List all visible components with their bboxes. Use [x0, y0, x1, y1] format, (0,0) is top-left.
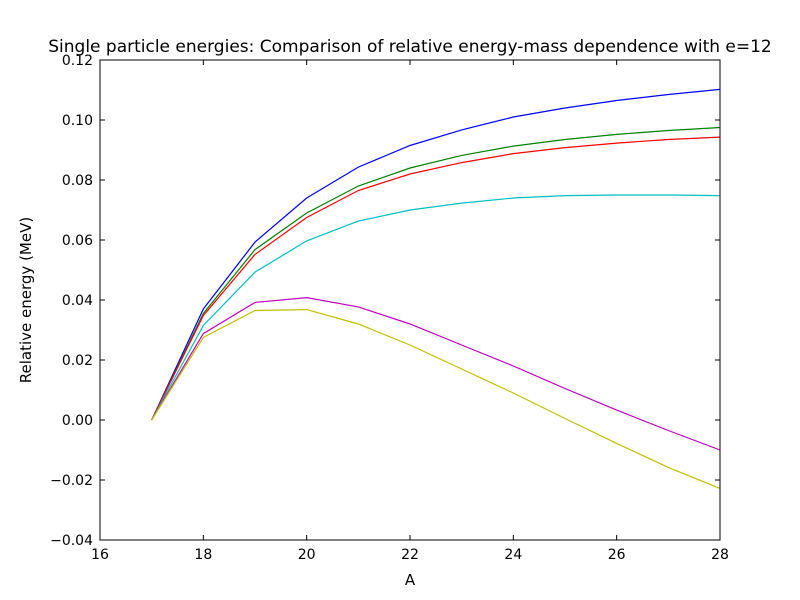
y-axis-label: Relative energy (MeV)	[17, 217, 35, 383]
y-axis: −0.04 −0.02 0.00 0.02 0.04 0.06 0.08 0.10 0.12	[50, 53, 720, 549]
x-tick-label: 18	[194, 547, 212, 563]
y-tick-label: −0.04	[50, 533, 93, 549]
y-tick-label: 0.02	[62, 353, 93, 369]
series-line-2	[151, 126, 721, 421]
y-tick-label: −0.02	[50, 473, 93, 489]
x-tick-label: 26	[608, 547, 626, 563]
x-tick-label: 24	[504, 547, 522, 563]
series-line-6	[151, 308, 721, 489]
y-tick-label: 0.06	[62, 233, 93, 249]
series-line-3	[151, 136, 721, 421]
chart-title: Single particle energies: Comparison of …	[48, 37, 772, 57]
y-tick-label: 0.04	[62, 293, 93, 309]
x-tick-label: 20	[298, 547, 316, 563]
y-tick-label: 0.10	[62, 113, 93, 129]
series-line-1	[151, 88, 721, 421]
y-tick-label: 0.08	[62, 173, 93, 189]
y-tick-label: 0.12	[62, 53, 93, 69]
x-axis-label: A	[405, 571, 416, 589]
y-tick-label: 0.00	[62, 413, 93, 429]
x-tick-label: 28	[711, 547, 729, 563]
plot-area-frame	[99, 59, 721, 541]
x-tick-label: 16	[91, 547, 109, 563]
series-layer	[151, 88, 721, 489]
x-axis: 16 18 20 22 24 26 28	[91, 60, 729, 563]
series-line-4	[151, 194, 721, 421]
series-line-5	[151, 296, 721, 451]
x-tick-label: 22	[401, 547, 419, 563]
